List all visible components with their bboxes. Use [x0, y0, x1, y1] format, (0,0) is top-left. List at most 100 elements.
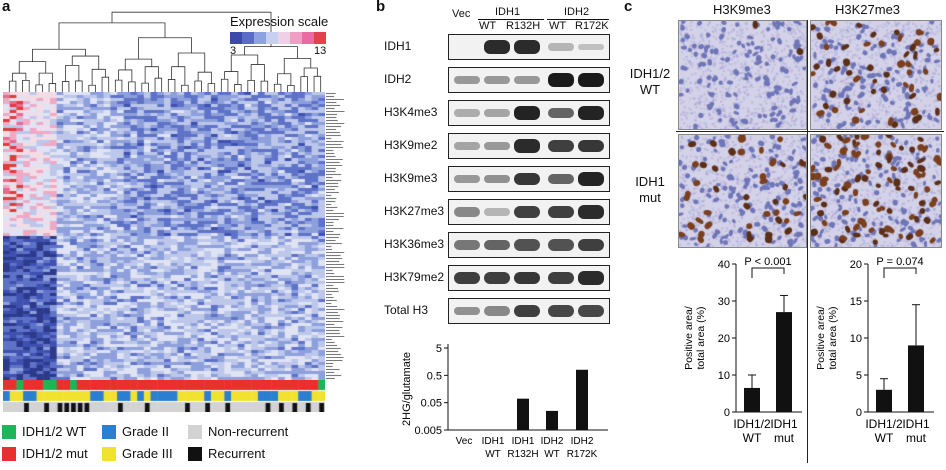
y-axis-label: total area (%): [695, 306, 707, 369]
dendrogram: [8, 11, 322, 92]
blot-label: H3K9me2: [384, 138, 438, 152]
expression-scale-min: 3: [230, 45, 237, 57]
dendrogram-branch: [300, 76, 308, 92]
blot-band: [578, 43, 604, 51]
x-tick-label: mut: [906, 431, 927, 445]
blot-band: [484, 174, 510, 184]
blot-band: [548, 239, 574, 251]
expression-scale-max: 13: [314, 45, 327, 57]
scale-swatch: [230, 32, 242, 44]
dendrogram-branch: [141, 82, 149, 92]
bar: [576, 369, 588, 430]
dendrogram-branch: [114, 79, 123, 92]
panel-a-label: a: [2, 0, 11, 15]
blot-label: H3K36me3: [384, 237, 445, 251]
blot-band: [484, 306, 510, 316]
blot-band: [578, 305, 604, 317]
y-tick-label: 30: [718, 296, 730, 308]
y-tick-label: 10: [718, 370, 730, 382]
dendrogram-branch: [65, 64, 80, 82]
blot-strip: [448, 133, 610, 159]
dendrogram-branch: [75, 80, 83, 92]
sample-annotation-tracks: [3, 380, 325, 412]
bar: [546, 410, 558, 430]
legend-idh-mut: IDH1/2 mut: [2, 446, 88, 461]
blot-band: [578, 205, 604, 219]
dendrogram-branch: [101, 76, 110, 92]
x-tick-label: IDH1: [512, 436, 535, 447]
blot-band: [514, 239, 540, 251]
bar: [908, 345, 924, 412]
dendrogram-branch: [277, 73, 292, 86]
blot-label: H3K27me3: [384, 204, 445, 218]
x-tick-label: mut: [774, 431, 795, 445]
x-tick-label: WT: [743, 431, 762, 445]
scale-swatch: [278, 32, 290, 44]
blot-band: [454, 271, 480, 285]
y-tick-label: 0.005: [414, 425, 442, 437]
legend-recurrent: Recurrent: [188, 446, 265, 461]
y-tick-label: 0.5: [427, 370, 442, 382]
dendrogram-branch: [35, 84, 43, 92]
blot-label: H3K79me2: [384, 270, 445, 284]
dendrogram-branch: [124, 58, 153, 70]
dendrogram-branch: [111, 11, 272, 47]
lane-idh2-r172k: R172K: [575, 20, 609, 32]
blot-band: [578, 139, 604, 153]
x-tick-label: Vec: [456, 436, 473, 447]
dendrogram-branch: [171, 66, 186, 86]
dendrogram-branch: [88, 84, 96, 92]
dendrogram-branch: [220, 78, 229, 92]
lane-vec: Vec: [452, 8, 471, 20]
ihc-h3k27me3-mut: [810, 134, 942, 248]
blot-band: [578, 73, 604, 87]
dendrogram-branch: [244, 46, 298, 59]
dendrogram-branch: [287, 85, 295, 92]
dendrogram-branch: [230, 54, 259, 72]
bar: [876, 389, 892, 412]
legend-swatch: [102, 446, 116, 461]
blot-strip: [448, 232, 610, 258]
dendrogram-branch: [250, 64, 265, 82]
dendrogram-branch: [177, 52, 206, 73]
lane-idh1-wt: WT: [479, 20, 497, 32]
blot-band: [514, 40, 540, 54]
ihc-h3k9me3-wt: [678, 20, 807, 130]
ihc-h3k27me3-wt: [810, 20, 942, 130]
legend-label: Non-recurrent: [208, 424, 289, 439]
group-idh1-line: [478, 19, 544, 20]
blot-band: [484, 75, 510, 85]
dendrogram-branch: [247, 79, 255, 92]
blot-band: [514, 304, 540, 318]
panel-c-divider-v: [807, 20, 808, 463]
blot-band: [454, 306, 480, 316]
blot-strip: [448, 199, 610, 225]
blot-label: IDH2: [384, 72, 412, 86]
legend-swatch: [188, 446, 202, 461]
y-tick-label: 20: [850, 259, 862, 271]
y-axis-label: Positive area/: [815, 306, 827, 370]
blot-band: [548, 271, 574, 285]
row-label-line: mut: [639, 190, 661, 205]
legend-label: Grade III: [122, 446, 173, 461]
legend-grade-ii: Grade II: [102, 424, 169, 439]
blot-band: [548, 205, 574, 219]
dendrogram-branch: [32, 48, 86, 62]
panel-c-divider-h: [676, 131, 944, 132]
dendrogram-branch: [61, 81, 70, 92]
expression-heatmap: [3, 92, 325, 380]
dendrogram-branch: [273, 83, 282, 92]
blot-band: [548, 305, 574, 317]
scale-swatch: [254, 32, 266, 44]
blot-strip: [448, 100, 610, 126]
dendrogram-branch: [91, 68, 106, 86]
x-tick-label: IDH1: [482, 436, 505, 447]
blot-band: [578, 106, 604, 120]
blot-band: [578, 271, 604, 285]
blot-band: [548, 43, 574, 51]
blot-band: [484, 141, 510, 151]
legend-grade-iii: Grade III: [102, 446, 173, 461]
h3k9me3-quant-chart: 40 30 20 10 0 Positive area/total area (%) IDH…: [683, 256, 802, 445]
legend-label: IDH1/2 mut: [22, 446, 88, 461]
blot-band: [514, 106, 540, 120]
